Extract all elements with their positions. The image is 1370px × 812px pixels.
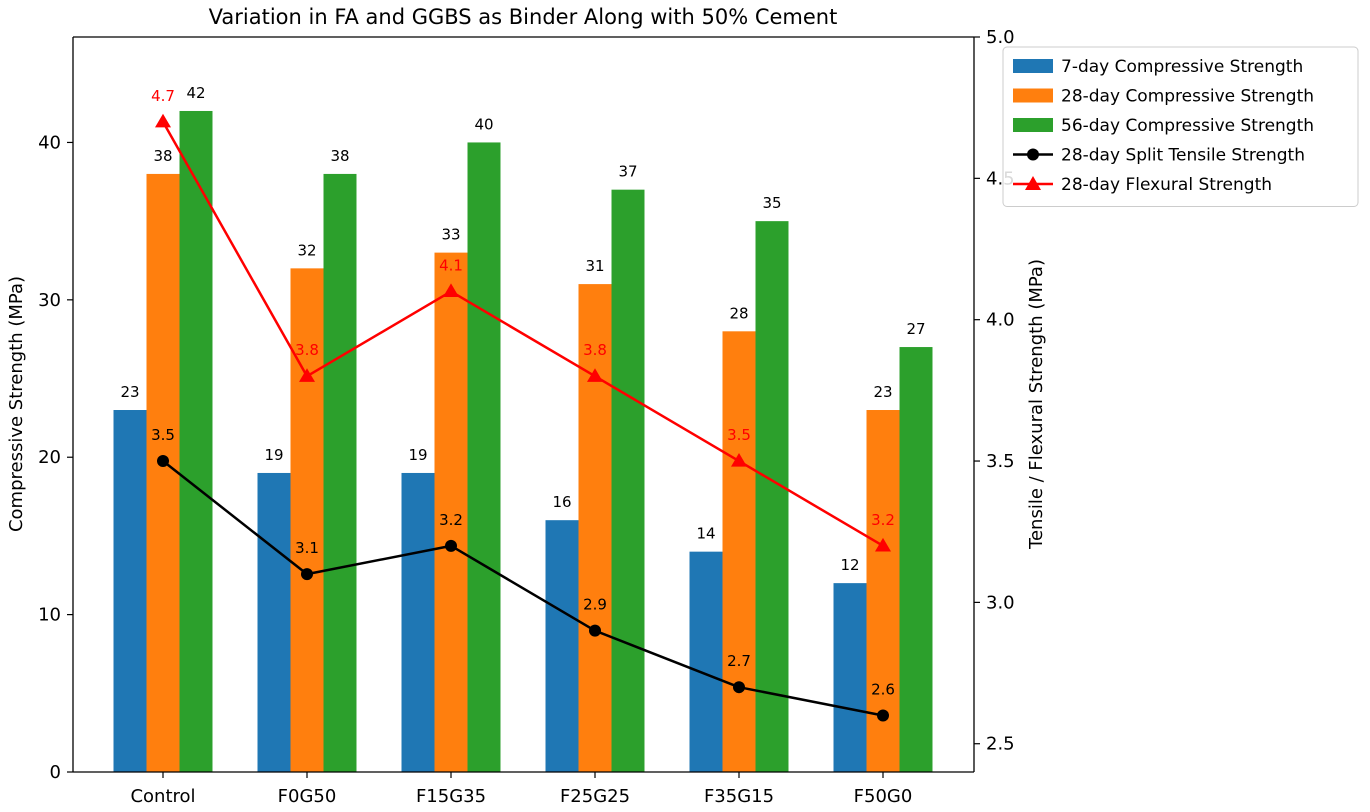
legend-marker <box>1025 176 1041 190</box>
bar-data-label: 35 <box>762 194 781 212</box>
bar <box>899 347 933 772</box>
bar-data-label: 32 <box>297 241 316 259</box>
legend: 7-day Compressive Strength 28-day Compres… <box>1002 46 1359 207</box>
line-point <box>733 681 745 694</box>
line-data-label: 3.2 <box>439 511 463 529</box>
line-point <box>731 453 747 467</box>
x-tick-label: F0G50 <box>278 786 337 807</box>
line-data-label: 3.1 <box>295 539 319 557</box>
legend-swatch <box>1013 59 1053 73</box>
bar-data-label: 23 <box>873 383 892 401</box>
y-axis-title: Compressive Strength (MPa) <box>6 276 27 532</box>
chart-title: Variation in FA and GGBS as Binder Along… <box>209 5 838 29</box>
line-point <box>301 568 313 581</box>
bar-data-label: 19 <box>408 446 427 464</box>
y-tick-label: 20 <box>38 447 61 468</box>
x-tick-label: F15G35 <box>416 786 486 807</box>
bar-data-label: 40 <box>474 115 493 133</box>
bar <box>257 472 291 772</box>
bar <box>179 110 213 772</box>
line-data-label: 2.9 <box>583 596 607 614</box>
bar-data-label: 42 <box>186 84 205 102</box>
legend-label: 28-day Compressive Strength <box>1061 87 1314 107</box>
line-point <box>445 539 457 552</box>
bar <box>290 268 324 772</box>
bar <box>545 520 579 772</box>
line-data-label: 2.7 <box>727 652 751 670</box>
x-tick-label: F50G0 <box>854 786 913 807</box>
y2-tick-label: 4.0 <box>986 310 1015 331</box>
line-point <box>299 368 315 382</box>
line-data-label: 3.8 <box>295 341 319 359</box>
bar-data-label: 23 <box>120 383 139 401</box>
bar-data-label: 38 <box>330 147 349 165</box>
bar <box>146 173 180 773</box>
y-tick-label: 0 <box>50 762 61 783</box>
series-line <box>161 121 884 547</box>
line-data-label: 3.2 <box>871 511 895 529</box>
line-point <box>587 368 603 382</box>
bar-data-label: 31 <box>585 257 604 275</box>
bar-data-label: 33 <box>441 226 460 244</box>
y-tick-label: 10 <box>38 605 61 626</box>
legend-marker <box>1027 148 1039 161</box>
bar-data-label: 38 <box>153 147 172 165</box>
line-point <box>877 709 889 722</box>
legend-swatch <box>1013 118 1053 132</box>
y2-tick-label: 5.0 <box>986 27 1015 48</box>
bar <box>722 331 756 772</box>
y2-tick-label: 3.0 <box>986 592 1015 613</box>
x-tick-label: F35G15 <box>704 786 774 807</box>
bar <box>113 410 147 772</box>
y-tick-label: 40 <box>38 132 61 153</box>
legend-box <box>1002 46 1359 207</box>
y2-tick-label: 2.5 <box>986 734 1015 755</box>
bar <box>323 173 357 773</box>
line-point <box>155 113 171 128</box>
bar <box>467 142 501 772</box>
bar-data-label: 27 <box>906 320 925 338</box>
bar-data-label: 37 <box>618 163 637 181</box>
legend-label: 28-day Flexural Strength <box>1061 175 1272 195</box>
plot-area: 23 19 19 16 14 12 38 32 33 31 28 23 42 38 40 37 35 27 3.5 3… <box>38 27 1015 807</box>
y2-tick-label: 3.5 <box>986 451 1015 472</box>
line-data-label: 3.5 <box>151 426 175 444</box>
legend-label: 56-day Compressive Strength <box>1061 116 1314 136</box>
line-data-label: 4.7 <box>151 87 175 105</box>
x-tick-label: F25G25 <box>560 786 630 807</box>
y2-axis-title: Tensile / Flexural Strength (MPa) <box>1026 259 1047 550</box>
bar-data-label: 19 <box>264 446 283 464</box>
bar <box>434 252 468 773</box>
line-data-label: 4.1 <box>439 256 463 274</box>
line-point <box>443 283 459 298</box>
bar <box>611 189 645 772</box>
bar-data-label: 12 <box>840 556 859 574</box>
bar-data-label: 16 <box>552 493 571 511</box>
y-tick-label: 30 <box>38 290 61 311</box>
bar <box>755 221 789 773</box>
bar-data-label: 14 <box>696 525 715 543</box>
line-data-label: 2.6 <box>871 680 895 698</box>
bar <box>689 551 723 772</box>
line-point <box>589 624 601 637</box>
line-point <box>875 537 891 552</box>
series-line <box>162 460 884 717</box>
bar <box>578 284 612 772</box>
bar <box>401 472 435 772</box>
legend-label: 7-day Compressive Strength <box>1061 57 1303 77</box>
legend-swatch <box>1013 88 1053 103</box>
line-point <box>157 455 169 468</box>
legend-label: 28-day Split Tensile Strength <box>1061 146 1305 166</box>
bar <box>833 583 867 772</box>
bar-data-label: 28 <box>729 304 748 322</box>
line-data-label: 3.5 <box>727 426 751 444</box>
line-data-label: 3.8 <box>583 341 607 359</box>
x-tick-label: Control <box>130 786 195 807</box>
